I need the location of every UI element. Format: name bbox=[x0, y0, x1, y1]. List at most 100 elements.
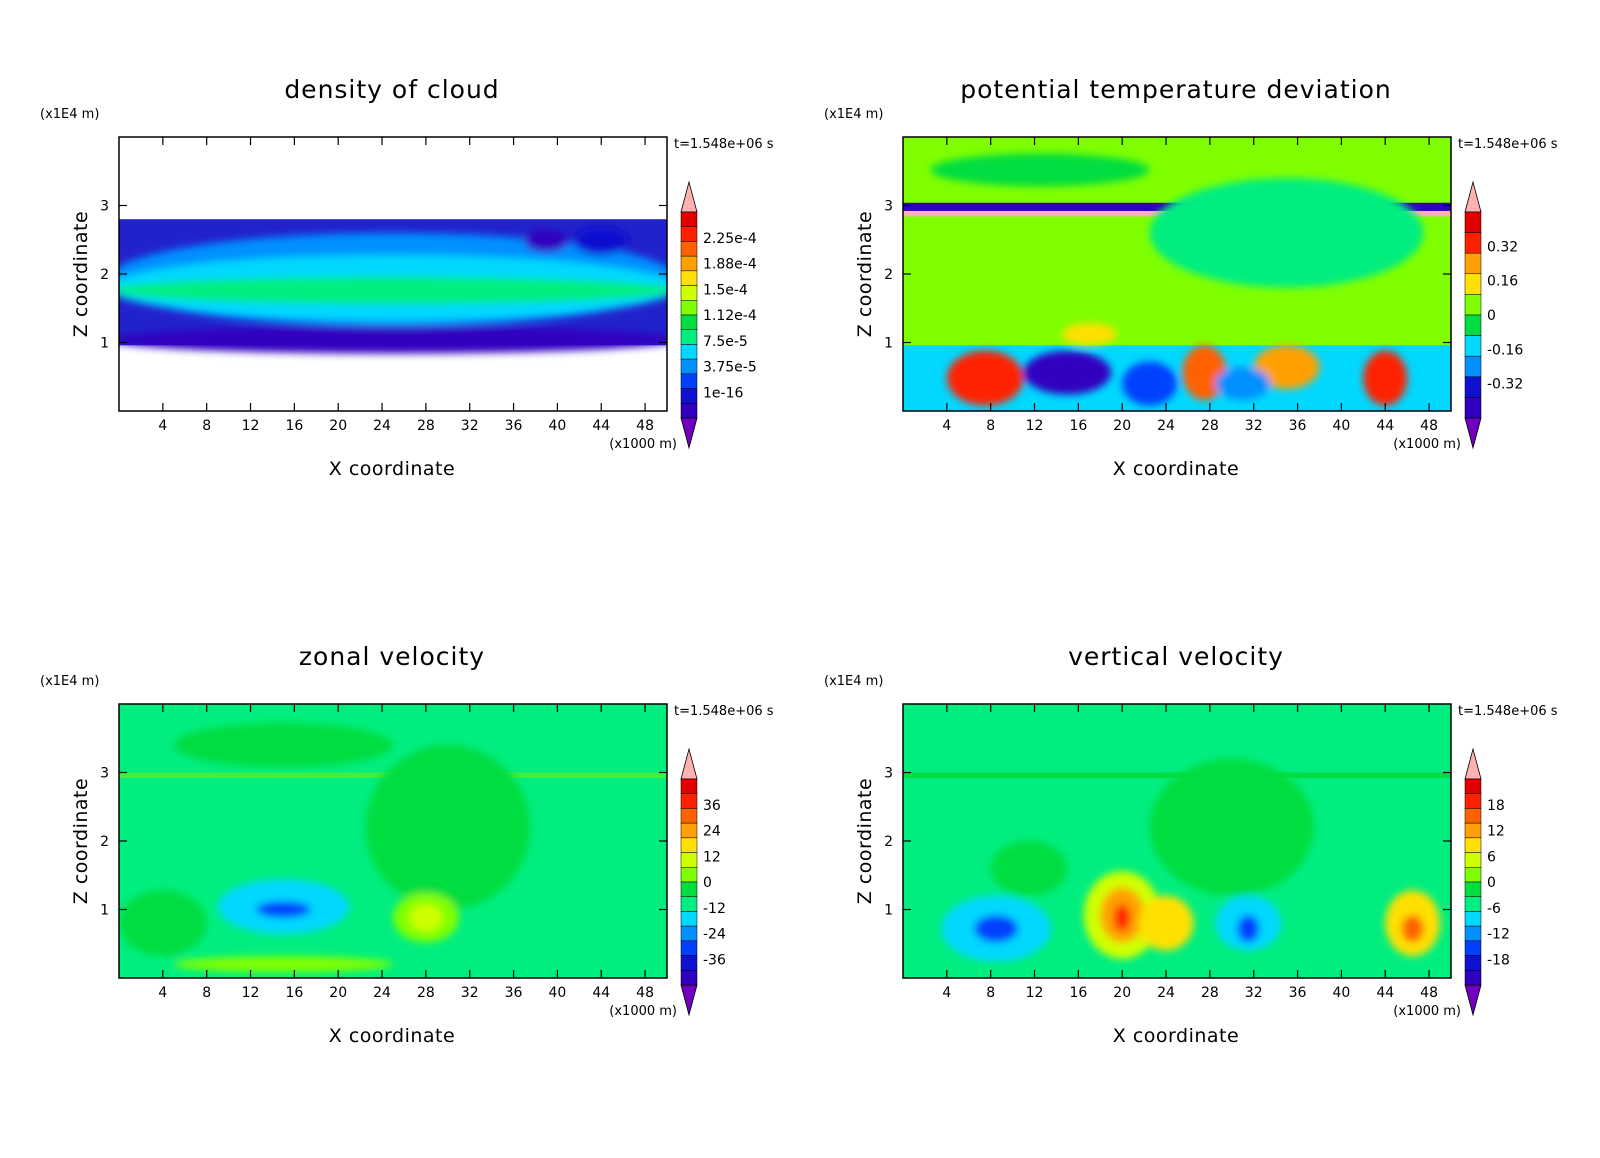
x-unit-label: (x1000 m) bbox=[1393, 1004, 1461, 1019]
panel-2: potential temperature deviation (x1E4 m) t… bbox=[784, 0, 1584, 579]
contour-plot: density of cloud (x1E4 m) t=1.548e+06 s (x1… bbox=[40, 75, 774, 480]
x-tick-label: 28 bbox=[417, 985, 435, 1001]
x-tick-label: 44 bbox=[592, 418, 610, 434]
x-tick-label: 20 bbox=[329, 418, 347, 434]
x-tick-label: 16 bbox=[1069, 985, 1087, 1001]
colorbar-segment bbox=[1464, 867, 1482, 883]
y-tick-label: 3 bbox=[884, 199, 893, 215]
colorbar-segment bbox=[680, 970, 698, 986]
colorbar-segment bbox=[680, 358, 698, 375]
contour-region bbox=[1237, 914, 1260, 943]
colorbar-segment bbox=[1464, 911, 1482, 927]
x-tick-label: 8 bbox=[986, 418, 995, 434]
colorbar-label: 3.75e-5 bbox=[703, 360, 757, 376]
y-tick-label: 2 bbox=[884, 267, 893, 283]
colorbar-segment bbox=[1464, 940, 1482, 956]
colorbar-bottom-arrow bbox=[1464, 417, 1482, 450]
colorbar-segment bbox=[680, 925, 698, 942]
colorbar-label: 0 bbox=[703, 875, 712, 891]
contour-plot: potential temperature deviation (x1E4 m) t… bbox=[824, 75, 1558, 480]
contour-region bbox=[365, 745, 530, 910]
colorbar-segment bbox=[680, 300, 698, 316]
colorbar-segment bbox=[680, 808, 698, 824]
colorbar-segment bbox=[1464, 273, 1482, 295]
contour-region bbox=[1215, 367, 1271, 401]
y-tick-label: 1 bbox=[884, 336, 893, 352]
colorbar-segment bbox=[680, 911, 698, 927]
tropopause-band bbox=[903, 772, 1451, 778]
colorbar-segment bbox=[1464, 970, 1482, 986]
x-tick-label: 40 bbox=[1332, 418, 1350, 434]
x-tick-label: 20 bbox=[1113, 985, 1131, 1001]
x-axis-label: X coordinate bbox=[1113, 458, 1239, 480]
colorbar-segment bbox=[1464, 232, 1482, 254]
colorbar-segment bbox=[1464, 376, 1482, 398]
colorbar-segment bbox=[680, 241, 698, 257]
x-tick-label: 12 bbox=[242, 418, 260, 434]
colorbar-bottom-arrow bbox=[680, 984, 698, 1017]
colorbar-segment bbox=[1464, 355, 1482, 378]
colorbar-label: 36 bbox=[703, 798, 721, 814]
x-tick-label: 24 bbox=[1157, 418, 1175, 434]
x-tick-label: 4 bbox=[942, 418, 951, 434]
x-tick-label: 32 bbox=[1245, 985, 1263, 1001]
colorbar-top-arrow bbox=[680, 180, 698, 213]
colorbar-segment bbox=[680, 867, 698, 883]
x-tick-label: 28 bbox=[1201, 985, 1219, 1001]
y-tick-label: 3 bbox=[884, 766, 893, 782]
x-tick-label: 32 bbox=[461, 418, 479, 434]
contour-field bbox=[903, 704, 1451, 978]
y-tick-label: 2 bbox=[100, 267, 109, 283]
x-tick-label: 48 bbox=[1420, 418, 1438, 434]
colorbar-segment bbox=[680, 329, 698, 345]
panel-3: zonal velocity (x1E4 m) t=1.548e+06 s (x100… bbox=[0, 567, 800, 1146]
colorbar-segment bbox=[680, 778, 698, 794]
contour-region bbox=[119, 276, 667, 305]
contour-region bbox=[1023, 350, 1112, 395]
x-tick-label: 36 bbox=[1289, 985, 1307, 1001]
colorbar-label: -0.32 bbox=[1487, 377, 1523, 393]
colorbar-label: -12 bbox=[1487, 927, 1510, 943]
chart-title: vertical velocity bbox=[1068, 642, 1284, 671]
contour-region bbox=[409, 904, 443, 932]
colorbar-segment bbox=[680, 403, 698, 419]
contour-region bbox=[119, 326, 667, 354]
contour-region bbox=[1149, 758, 1314, 896]
x-tick-label: 32 bbox=[461, 985, 479, 1001]
x-tick-label: 12 bbox=[242, 985, 260, 1001]
contour-region bbox=[1138, 895, 1194, 951]
colorbar-label: -12 bbox=[703, 901, 726, 917]
contour-field bbox=[903, 137, 1451, 411]
contour-region bbox=[930, 153, 1150, 187]
x-tick-label: 24 bbox=[373, 418, 391, 434]
x-tick-label: 48 bbox=[636, 985, 654, 1001]
contour-region bbox=[1253, 345, 1320, 390]
colorbar-segment bbox=[680, 270, 698, 286]
colorbar-label: -0.16 bbox=[1487, 342, 1523, 358]
colorbar-label: 1.88e-4 bbox=[703, 257, 757, 273]
x-tick-label: 4 bbox=[158, 418, 167, 434]
colorbar-label: 1.5e-4 bbox=[703, 282, 748, 298]
chart-title: zonal velocity bbox=[299, 642, 485, 671]
y-axis-label: Z coordinate bbox=[854, 211, 876, 337]
panel-1: density of cloud (x1E4 m) t=1.548e+06 s (x1… bbox=[0, 0, 800, 579]
colorbar-label: -36 bbox=[703, 952, 726, 968]
colorbar-segment bbox=[1464, 211, 1482, 233]
x-tick-label: 12 bbox=[1026, 985, 1044, 1001]
colorbar-segment bbox=[1464, 955, 1482, 971]
contour-region bbox=[974, 914, 1019, 943]
x-tick-label: 44 bbox=[592, 985, 610, 1001]
colorbar-segment bbox=[1464, 852, 1482, 868]
colorbar-segment bbox=[1464, 778, 1482, 794]
x-tick-label: 44 bbox=[1376, 985, 1394, 1001]
colorbar-segment bbox=[680, 837, 698, 853]
colorbar-label: 12 bbox=[1487, 824, 1505, 840]
chart-title: potential temperature deviation bbox=[960, 75, 1391, 104]
y-tick-label: 2 bbox=[100, 834, 109, 850]
colorbar-label: 7.5e-5 bbox=[703, 334, 748, 350]
x-tick-label: 16 bbox=[285, 985, 303, 1001]
contour-region bbox=[256, 901, 311, 918]
x-tick-label: 24 bbox=[1157, 985, 1175, 1001]
x-tick-label: 20 bbox=[329, 985, 347, 1001]
